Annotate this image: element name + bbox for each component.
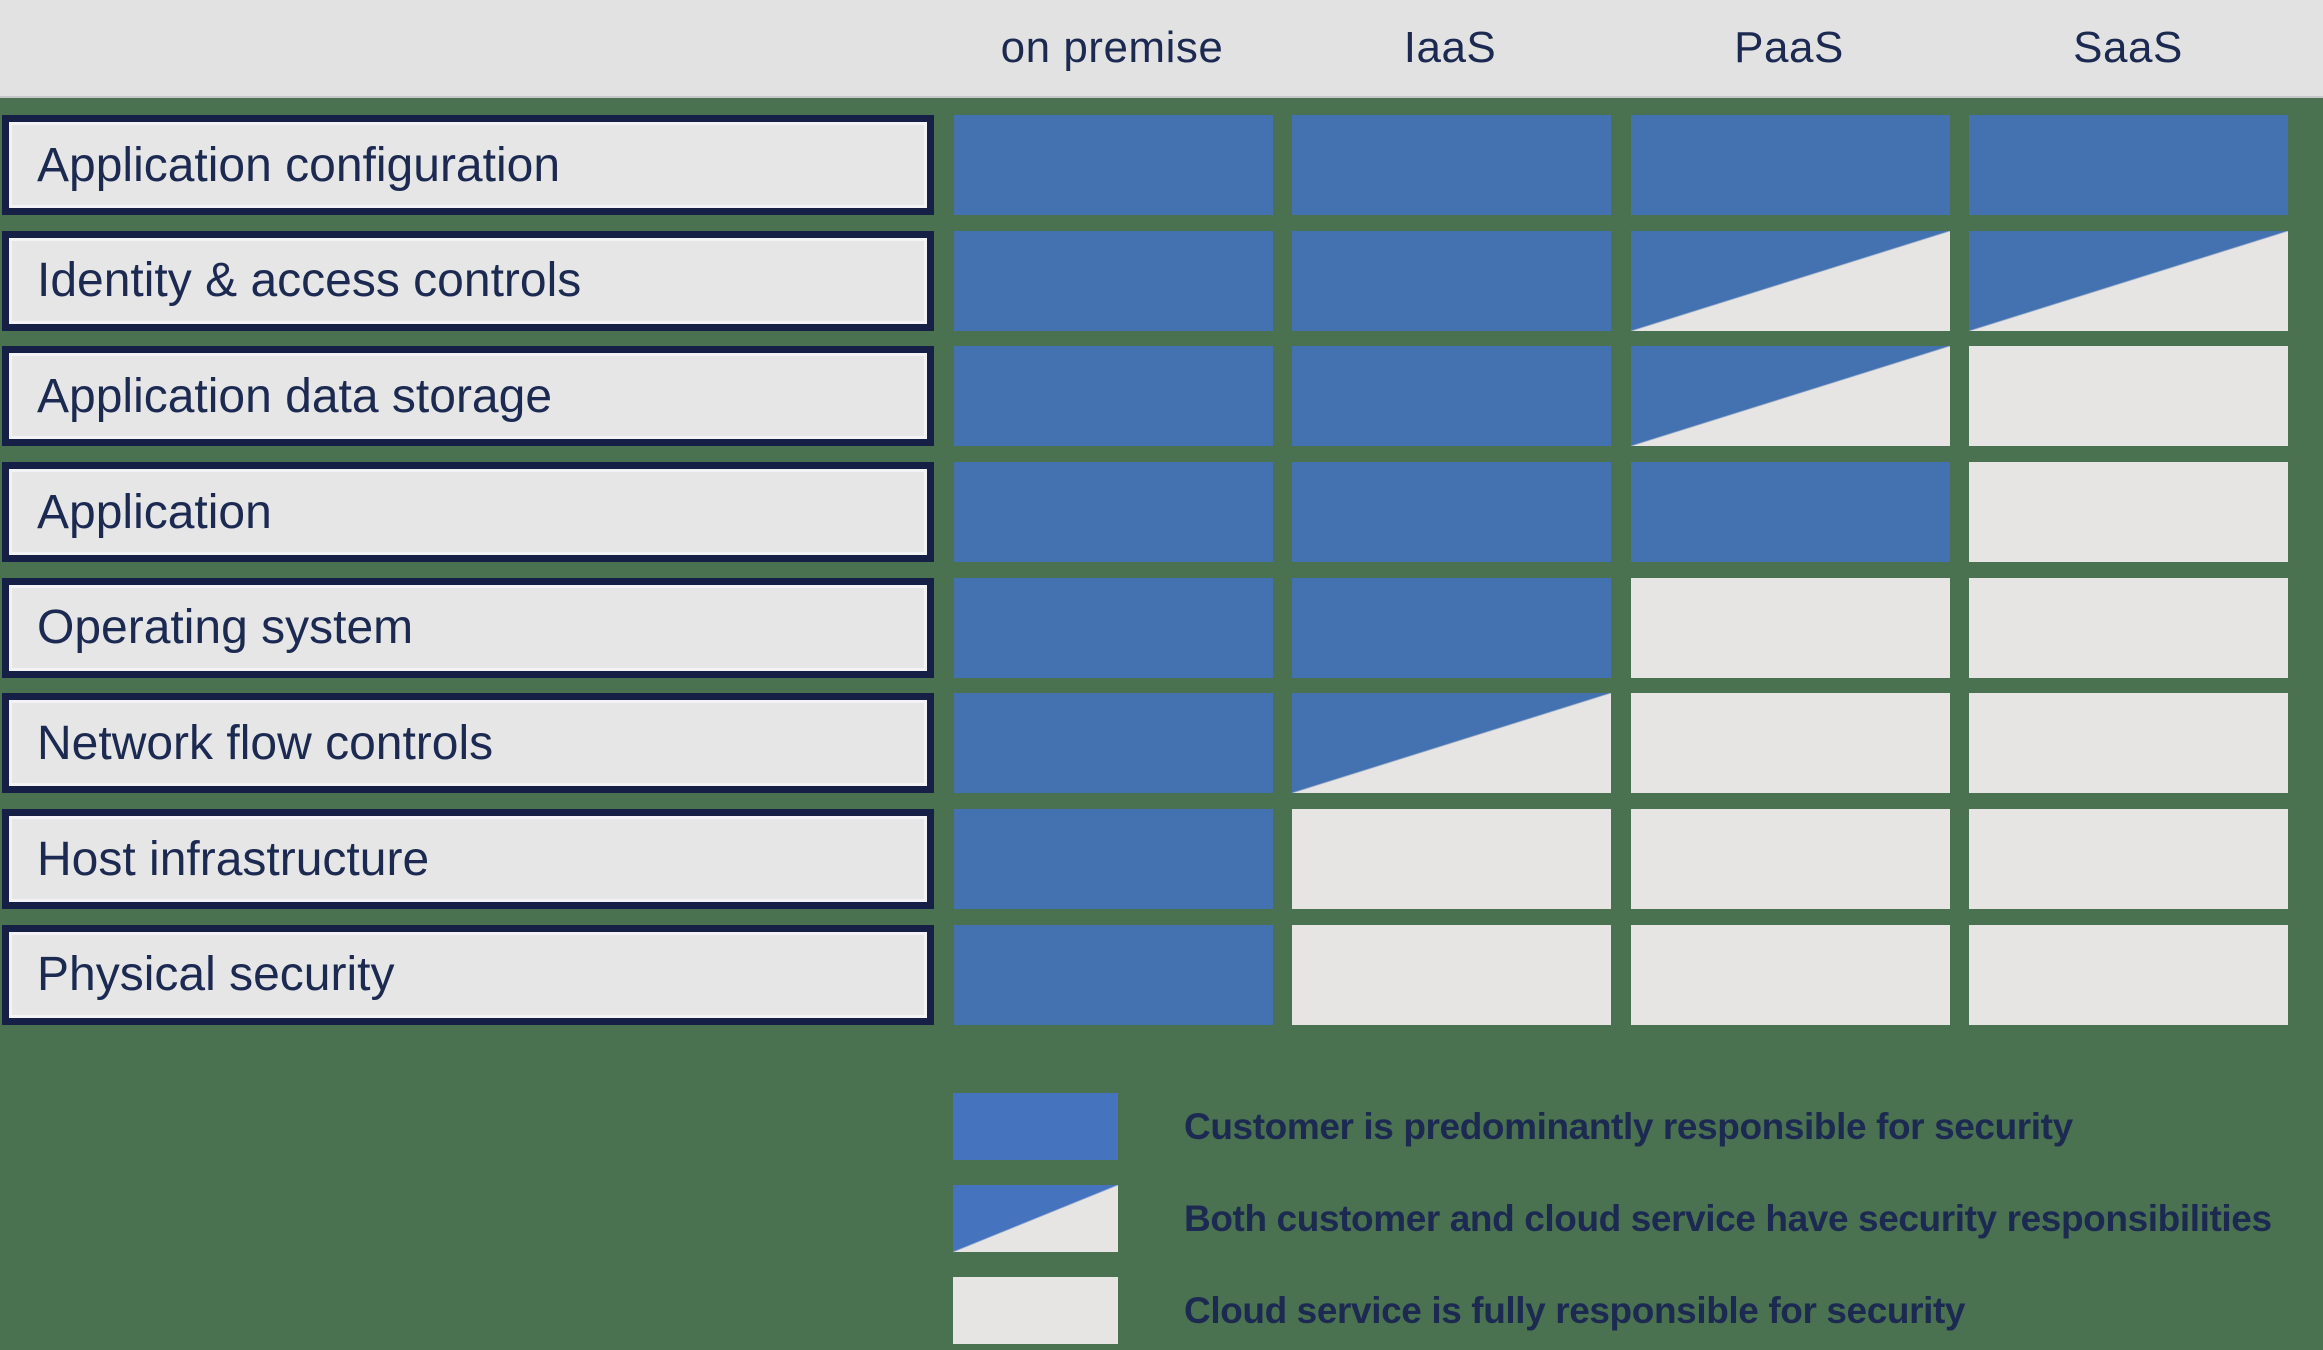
matrix-cell bbox=[1630, 693, 1950, 794]
matrix-cell bbox=[1630, 115, 1950, 215]
column-header-paas: PaaS bbox=[1734, 23, 1844, 72]
column-header-iaas: IaaS bbox=[1403, 23, 1497, 72]
matrix-cell bbox=[1292, 230, 1612, 331]
legend-label-shared: Both customer and cloud service have sec… bbox=[1184, 1197, 2272, 1239]
column-header-bar: on premise IaaS PaaS SaaS bbox=[0, 0, 2323, 98]
matrix-cell bbox=[1969, 462, 2289, 563]
matrix-cell bbox=[1630, 577, 1950, 678]
row-label-application: Application bbox=[2, 462, 934, 563]
matrix-cell bbox=[1292, 693, 1612, 794]
matrix-cell bbox=[953, 693, 1273, 794]
matrix-cell bbox=[1969, 693, 2289, 794]
matrix-cell bbox=[953, 346, 1273, 447]
matrix-cell bbox=[1969, 230, 2289, 331]
row-label-application-data-storage: Application data storage bbox=[2, 346, 934, 447]
row-label-physical-security: Physical security bbox=[2, 924, 934, 1025]
matrix-cell bbox=[1292, 115, 1612, 215]
legend-item-cloud: Cloud service is fully responsible for s… bbox=[953, 1277, 2272, 1344]
row-label-identity-access-controls: Identity & access controls bbox=[2, 230, 934, 331]
legend-swatch-cloud bbox=[953, 1277, 1118, 1344]
legend-swatch-shared bbox=[953, 1185, 1118, 1252]
matrix-cell bbox=[1292, 346, 1612, 447]
matrix-cell bbox=[953, 577, 1273, 678]
matrix-cell bbox=[1969, 115, 2289, 215]
legend-label-customer: Customer is predominantly responsible fo… bbox=[1184, 1105, 2073, 1147]
legend: Customer is predominantly responsible fo… bbox=[953, 1093, 2272, 1344]
matrix-cell bbox=[1969, 809, 2289, 910]
matrix-cell bbox=[1969, 924, 2289, 1025]
matrix-cell bbox=[1630, 924, 1950, 1025]
matrix-cell bbox=[1969, 346, 2289, 447]
matrix-background: Application configuration Identity & acc… bbox=[0, 98, 2323, 1350]
legend-item-customer: Customer is predominantly responsible fo… bbox=[953, 1093, 2272, 1160]
matrix-cell bbox=[1630, 809, 1950, 910]
matrix-cell bbox=[953, 462, 1273, 563]
row-label-operating-system: Operating system bbox=[2, 577, 934, 678]
matrix-cell bbox=[1292, 809, 1612, 910]
row-label-application-configuration: Application configuration bbox=[2, 115, 934, 215]
matrix-cell bbox=[953, 924, 1273, 1025]
legend-swatch-customer bbox=[953, 1093, 1118, 1160]
matrix-cell bbox=[953, 809, 1273, 910]
column-header-saas: SaaS bbox=[2073, 23, 2183, 72]
matrix-cell bbox=[1292, 462, 1612, 563]
matrix-cell bbox=[1630, 346, 1950, 447]
column-header-on-premise: on premise bbox=[1000, 23, 1224, 72]
legend-item-shared: Both customer and cloud service have sec… bbox=[953, 1185, 2272, 1252]
matrix-cell bbox=[953, 230, 1273, 331]
legend-label-cloud: Cloud service is fully responsible for s… bbox=[1184, 1289, 1966, 1331]
matrix-cell bbox=[1292, 577, 1612, 678]
matrix-cell bbox=[953, 115, 1273, 215]
matrix-cell bbox=[1630, 462, 1950, 563]
responsibility-matrix: Application configuration Identity & acc… bbox=[2, 115, 2289, 1025]
matrix-cell bbox=[1292, 924, 1612, 1025]
matrix-cell bbox=[1969, 577, 2289, 678]
row-label-host-infrastructure: Host infrastructure bbox=[2, 809, 934, 910]
row-label-network-flow-controls: Network flow controls bbox=[2, 693, 934, 794]
matrix-cell bbox=[1630, 230, 1950, 331]
